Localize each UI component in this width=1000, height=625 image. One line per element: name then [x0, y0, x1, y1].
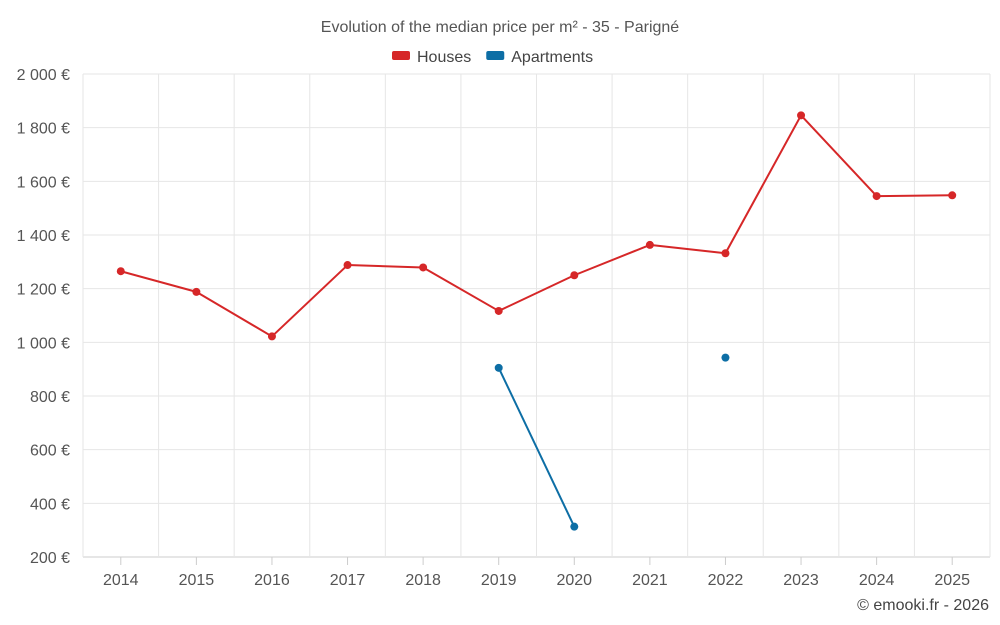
axes: 200 € 400 € 600 € 800 € 1 000 € 1 200 € 1 400 …	[17, 67, 970, 589]
y-tick-label: 600 €	[30, 443, 70, 460]
x-tick-label: 2025	[934, 572, 970, 589]
y-tick-label: 1 000 €	[17, 335, 70, 352]
x-tick-label: 2017	[330, 572, 366, 589]
houses-series-line	[120, 114, 953, 338]
houses-data-point	[645, 240, 654, 249]
legend-swatch-apartments	[486, 51, 505, 60]
apartments-data-point	[570, 522, 579, 531]
y-tick-label: 1 200 €	[17, 282, 70, 299]
houses-data-point	[192, 287, 201, 296]
apartments-data-point	[721, 353, 730, 362]
credit-text: © emooki.fr - 2026	[857, 597, 989, 614]
houses-data-point	[419, 263, 428, 272]
x-tick-label: 2020	[556, 572, 592, 589]
x-tick-label: 2018	[405, 572, 441, 589]
x-tick-label: 2019	[481, 572, 517, 589]
y-tick-label: 1 600 €	[17, 174, 70, 191]
houses-data-point	[570, 271, 579, 280]
y-tick-label: 2 000 €	[17, 67, 70, 84]
y-tick-label: 200 €	[30, 550, 70, 567]
grid	[82, 73, 991, 558]
x-tick-label: 2022	[708, 572, 744, 589]
houses-data-point	[343, 261, 352, 270]
y-tick-label: 400 €	[30, 496, 70, 513]
apartments-data-point	[494, 363, 503, 372]
legend-swatch-houses	[392, 51, 410, 60]
houses-data-point	[116, 267, 125, 276]
apartments-series-line	[497, 367, 576, 528]
legend[interactable]: Houses Apartments	[392, 49, 593, 66]
legend-item-houses[interactable]: Houses	[392, 49, 471, 66]
x-tick-label: 2021	[632, 572, 668, 589]
x-tick-label: 2016	[254, 572, 290, 589]
houses-data-point	[797, 111, 806, 120]
x-tick-label: 2023	[783, 572, 819, 589]
legend-label-apartments: Apartments	[511, 49, 593, 66]
legend-label-houses: Houses	[417, 49, 471, 66]
x-tick-label: 2014	[103, 572, 139, 589]
houses-data-point	[948, 191, 957, 200]
houses-data-point	[494, 306, 503, 315]
y-tick-label: 800 €	[30, 389, 70, 406]
y-tick-label: 1 400 €	[17, 228, 70, 245]
houses-data-point	[872, 192, 881, 201]
chart-title: Evolution of the median price per m² - 3…	[321, 19, 680, 36]
houses-data-point	[267, 332, 276, 341]
x-tick-label: 2024	[859, 572, 895, 589]
series	[116, 111, 957, 531]
legend-item-apartments[interactable]: Apartments	[486, 49, 593, 66]
y-tick-label: 1 800 €	[17, 121, 70, 138]
x-tick-label: 2015	[179, 572, 215, 589]
houses-data-point	[721, 249, 730, 258]
